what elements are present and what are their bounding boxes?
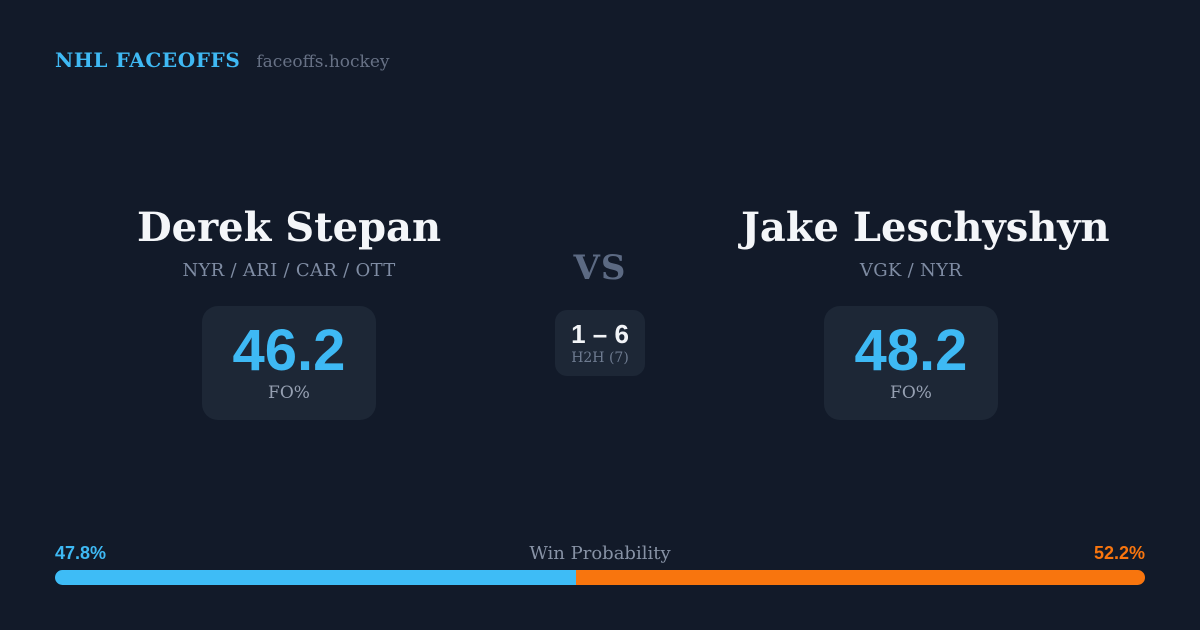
site-url: faceoffs.hockey bbox=[256, 52, 390, 72]
win-probability-section: 47.8% Win Probability 52.2% bbox=[55, 542, 1145, 585]
header: NHL FACEOFFS faceoffs.hockey bbox=[55, 48, 390, 74]
win-probability-bar bbox=[55, 570, 1145, 585]
player-card-right: Jake Leschyshyn VGK / NYR 48.2 FO% bbox=[741, 204, 1110, 420]
h2h-label: H2H (7) bbox=[571, 350, 629, 366]
win-bar-left bbox=[55, 570, 577, 585]
matchup-center: VS 1 – 6 H2H (7) bbox=[530, 248, 670, 376]
player-teams: VGK / NYR bbox=[859, 260, 963, 281]
win-bar-right bbox=[576, 570, 1145, 585]
faceoff-pct-card: 48.2 FO% bbox=[824, 306, 998, 420]
player-name: Derek Stepan bbox=[136, 204, 442, 251]
player-card-left: Derek Stepan NYR / ARI / CAR / OTT 46.2 … bbox=[119, 205, 459, 420]
vs-label: VS bbox=[573, 248, 627, 288]
h2h-card: 1 – 6 H2H (7) bbox=[555, 310, 645, 376]
win-probability-labels: 47.8% Win Probability 52.2% bbox=[55, 542, 1145, 565]
win-probability-title: Win Probability bbox=[529, 543, 671, 564]
win-probability-left-pct: 47.8% bbox=[55, 543, 107, 563]
player-name: Jake Leschyshyn bbox=[741, 204, 1110, 251]
faceoff-pct-label: FO% bbox=[890, 383, 932, 403]
win-probability-right-pct: 52.2% bbox=[1093, 543, 1145, 563]
faceoff-pct-label: FO% bbox=[268, 383, 310, 403]
brand-logo: NHL FACEOFFS bbox=[55, 48, 241, 72]
faceoff-pct-value: 46.2 bbox=[232, 318, 346, 383]
h2h-score: 1 – 6 bbox=[571, 319, 629, 349]
faceoff-pct-card: 46.2 FO% bbox=[202, 306, 376, 420]
faceoff-pct-value: 48.2 bbox=[854, 318, 968, 383]
player-teams: NYR / ARI / CAR / OTT bbox=[182, 260, 396, 281]
